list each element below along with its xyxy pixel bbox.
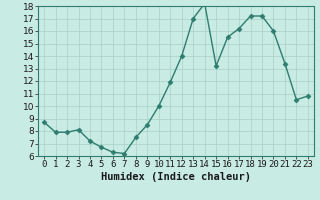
X-axis label: Humidex (Indice chaleur): Humidex (Indice chaleur) (101, 172, 251, 182)
